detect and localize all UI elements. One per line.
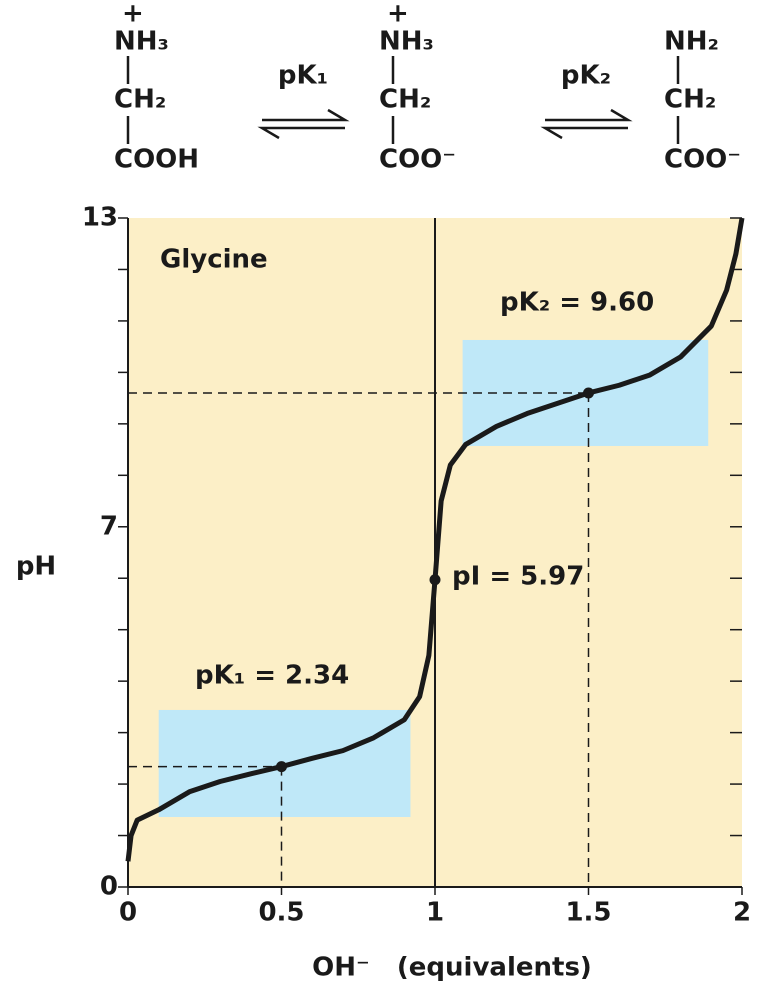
x-tick-label: 1.5 — [565, 898, 611, 928]
charge: + — [387, 0, 409, 29]
formula: CH₂ — [664, 85, 716, 115]
formula: NH₃ — [379, 27, 434, 57]
formula: COOH — [114, 145, 199, 175]
point — [429, 574, 441, 586]
x-axis-label: OH⁻ (equivalents) — [312, 953, 592, 983]
x-tick-label: 1 — [426, 898, 444, 928]
equilibrium-arrows — [257, 108, 633, 140]
y-tick-label: 7 — [100, 511, 118, 541]
arrow — [257, 126, 345, 140]
y-axis-label: pH — [16, 552, 56, 582]
chart-title: Glycine — [160, 245, 268, 275]
arrow-label: pK₁ — [278, 61, 328, 91]
formula: COO⁻ — [379, 145, 456, 175]
point-label: pI = 5.97 — [452, 562, 584, 592]
x-tick-label: 2 — [733, 898, 751, 928]
y-tick-label: 13 — [82, 203, 118, 233]
x-tick-label: 0.5 — [258, 898, 304, 928]
point-label: pK₁ = 2.34 — [195, 661, 349, 691]
arrow — [545, 108, 633, 122]
formula: NH₂ — [664, 27, 719, 57]
arrow — [262, 108, 350, 122]
formula: COO⁻ — [664, 145, 741, 175]
point — [583, 387, 594, 399]
arrow-label: pK₂ — [561, 61, 611, 91]
point-label: pK₂ = 9.60 — [500, 288, 654, 318]
charge: + — [122, 0, 144, 29]
formula: CH₂ — [114, 85, 166, 115]
point — [276, 761, 287, 773]
y-tick-label: 0 — [100, 872, 118, 902]
x-tick-label: 0 — [119, 898, 137, 928]
arrow — [540, 126, 628, 140]
formula: NH₃ — [114, 27, 169, 57]
formula: CH₂ — [379, 85, 431, 115]
